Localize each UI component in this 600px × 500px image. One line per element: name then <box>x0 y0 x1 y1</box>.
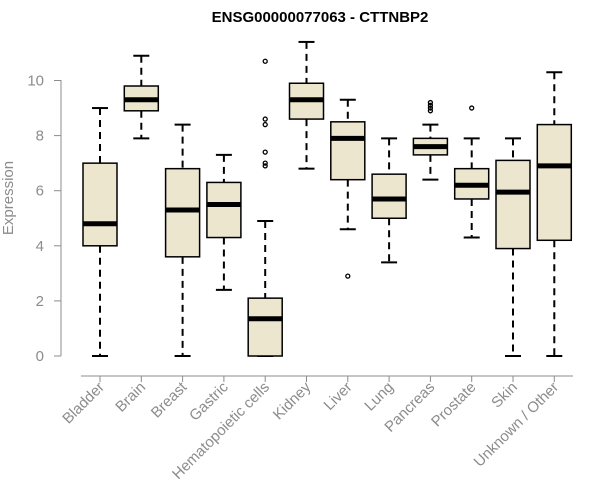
x-tick-label: Lung <box>361 379 397 415</box>
y-tick-label: 8 <box>36 128 44 145</box>
x-tick-label: Kidney <box>270 378 315 423</box>
outlier-point <box>262 160 268 166</box>
y-axis-label: Expression <box>0 161 17 235</box>
x-tick-label: Breast <box>148 378 191 421</box>
outlier-point <box>427 99 434 106</box>
x-tick-label: Skin <box>488 379 521 412</box>
outlier-point <box>345 273 351 279</box>
outlier-point <box>427 105 434 111</box>
outlier-point <box>469 105 475 111</box>
x-tick-label: Liver <box>321 379 356 414</box>
box-iqr <box>330 121 366 181</box>
outlier-point <box>262 121 268 128</box>
outlier-point <box>427 102 434 108</box>
box-iqr <box>164 167 201 258</box>
box-group <box>288 40 325 170</box>
box-iqr <box>536 123 573 242</box>
x-tick-label: Brain <box>112 379 149 416</box>
box-group <box>206 153 242 291</box>
box-iqr <box>206 181 242 239</box>
y-tick-label: 4 <box>36 238 44 255</box>
box-iqr <box>247 297 283 357</box>
box-group <box>453 105 490 239</box>
box-iqr <box>495 159 531 250</box>
box-iqr <box>371 173 407 219</box>
outlier-point <box>262 116 268 122</box>
y-tick-label: 2 <box>36 293 44 310</box>
box-group <box>164 123 201 357</box>
box-group <box>412 99 449 181</box>
outlier-point <box>427 108 434 114</box>
box-group <box>536 71 573 357</box>
box-group <box>495 137 531 357</box>
y-ticks: 0 2 4 6 8 10 <box>27 73 61 365</box>
y-tick-label: 10 <box>27 73 44 90</box>
box-group <box>123 54 160 140</box>
y-tick-label: 0 <box>36 348 44 365</box>
box-group <box>82 107 118 357</box>
boxes <box>82 40 573 357</box>
box-group <box>330 98 366 279</box>
x-tick-label: Prostate <box>428 379 480 431</box>
outlier-point <box>262 149 268 155</box>
chart-title: ENSG00000077063 - CTTNBP2 <box>212 9 429 26</box>
outlier-point <box>262 58 268 64</box>
box-iqr <box>82 162 118 247</box>
x-tick-label: Bladder <box>59 379 108 428</box>
box-group <box>247 58 283 357</box>
y-tick-label: 6 <box>36 183 44 200</box>
box-group <box>371 137 407 264</box>
outlier-point <box>262 163 268 169</box>
